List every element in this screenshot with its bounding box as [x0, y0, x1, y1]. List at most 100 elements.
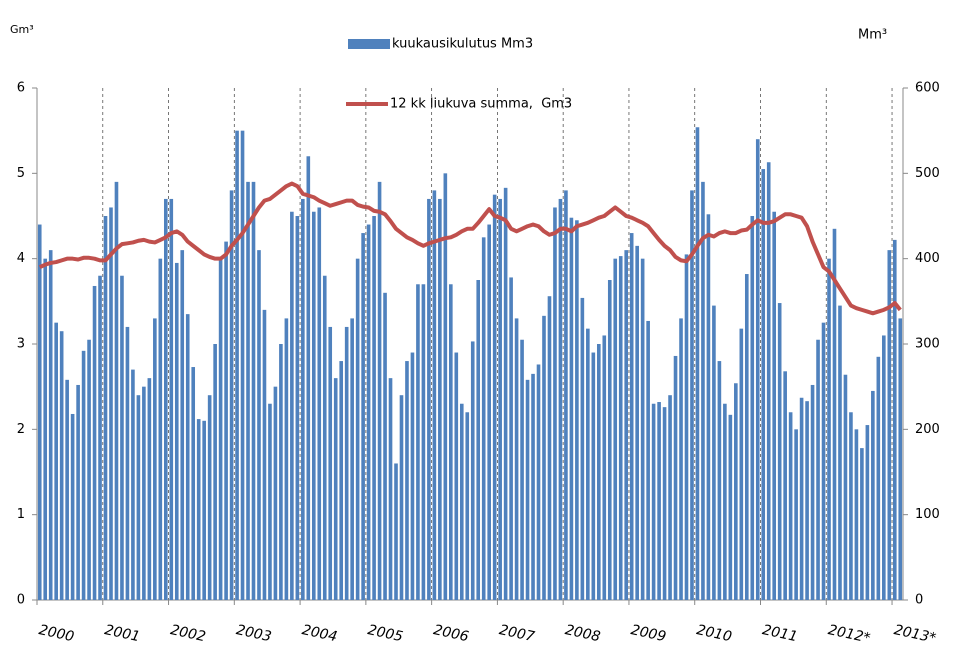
bar [755, 139, 760, 600]
bar [131, 369, 135, 600]
bar [202, 420, 206, 600]
bar [799, 397, 804, 600]
bar [290, 211, 294, 600]
x-tick-label: 2013* [892, 622, 937, 647]
bar [569, 217, 574, 600]
y-tick-label: 6 [17, 81, 25, 96]
bar [235, 130, 239, 600]
bar [531, 373, 535, 600]
bar [629, 233, 634, 601]
bar [465, 412, 470, 600]
bar [882, 335, 886, 600]
y2-axis-label: Mm³ [858, 28, 887, 43]
x-tick-label: 2009 [629, 622, 667, 645]
bar [783, 371, 787, 600]
x-tick-label: 2001 [103, 622, 141, 645]
bar [503, 187, 508, 600]
bar [109, 207, 113, 600]
bar [70, 413, 75, 600]
bar [273, 386, 278, 600]
legend-label: kuukausikulutus Mm3 [392, 37, 533, 52]
bar [98, 275, 102, 600]
bar [213, 344, 217, 600]
bar [185, 314, 190, 600]
bar [607, 280, 612, 600]
bar [92, 285, 97, 600]
y-axis-label: Gm³ [10, 23, 34, 36]
bar [618, 256, 623, 600]
bar [37, 224, 42, 601]
bar [690, 190, 694, 600]
bar [136, 395, 141, 600]
bar [646, 320, 650, 600]
bar [344, 326, 349, 600]
bar [810, 384, 815, 600]
bar [520, 339, 524, 600]
bar [728, 414, 733, 600]
y2-tick-label: 200 [915, 422, 940, 437]
bar [717, 361, 722, 600]
bar [87, 339, 91, 600]
bar [262, 309, 267, 600]
y-tick-label: 1 [17, 507, 25, 522]
bar [854, 429, 859, 600]
bar [602, 335, 607, 600]
bar [476, 280, 481, 600]
bar [679, 318, 683, 600]
bar [207, 395, 212, 600]
y2-tick-label: 300 [915, 337, 940, 352]
bar [777, 303, 782, 600]
bar [591, 352, 596, 600]
bar [739, 328, 744, 600]
bar [224, 241, 228, 600]
bar [701, 181, 705, 600]
bar [449, 284, 453, 600]
bar [564, 190, 568, 600]
bar [279, 344, 283, 600]
bar [142, 386, 146, 600]
bar [640, 258, 645, 600]
bar [487, 224, 491, 601]
y2-tick-label: 0 [915, 593, 923, 608]
bar [43, 258, 48, 600]
bar [832, 228, 837, 601]
bar [744, 274, 749, 600]
bar [268, 403, 272, 600]
bar [470, 341, 475, 600]
bar [147, 378, 152, 600]
x-tick-label: 2006 [432, 622, 470, 645]
bar [712, 305, 716, 600]
bar [596, 344, 601, 600]
bar [580, 297, 585, 600]
bar [586, 328, 590, 600]
bar [377, 181, 382, 600]
bar [843, 374, 848, 600]
bar [794, 429, 798, 600]
bar [898, 318, 903, 600]
bar [860, 448, 864, 600]
bar [163, 198, 168, 600]
y-tick-label: 3 [17, 337, 25, 352]
bar [427, 198, 431, 600]
bar [536, 364, 541, 600]
bar [547, 296, 552, 600]
bar [153, 318, 157, 600]
bar [120, 275, 124, 600]
bar [59, 331, 64, 600]
bar [788, 412, 793, 600]
bar [805, 401, 809, 600]
bar [542, 315, 546, 600]
bar [613, 258, 618, 600]
bar [191, 367, 196, 600]
bar [575, 220, 579, 600]
x-tick-label: 2011 [761, 622, 799, 645]
y-tick-label: 2 [17, 422, 25, 437]
bar [251, 181, 256, 600]
bar [328, 326, 333, 600]
line [38, 181, 902, 316]
bar [350, 318, 354, 600]
x-tick-label: 2003 [235, 622, 273, 645]
bar [635, 245, 639, 600]
y-tick-label: 4 [17, 251, 25, 266]
